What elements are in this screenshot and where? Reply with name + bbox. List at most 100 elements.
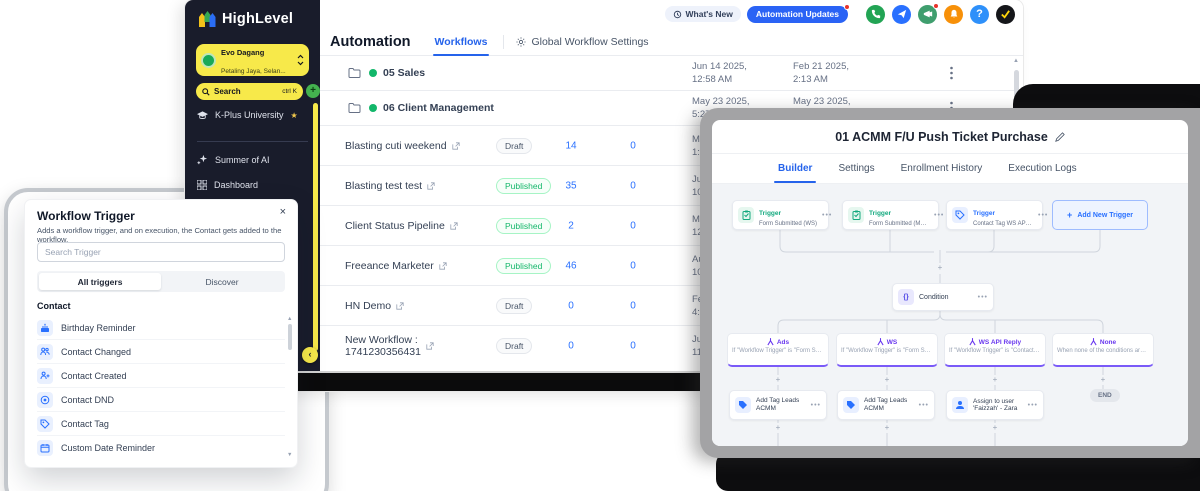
external-link-icon[interactable] xyxy=(396,301,404,310)
list-item-custom-date-reminder[interactable]: Custom Date Reminder xyxy=(37,436,285,460)
external-link-icon[interactable] xyxy=(450,221,458,230)
table-row-folder[interactable]: 05 Sales Jun 14 2025, 12:58 AM Feb 21 202… xyxy=(320,56,1023,91)
list-item-contact-dnd[interactable]: Contact DND xyxy=(37,388,285,412)
insert-step-button[interactable]: + xyxy=(990,375,1000,385)
branch-node[interactable]: None When none of the conditions are met xyxy=(1052,333,1154,367)
list-item-contact-created[interactable]: Contact Created xyxy=(37,364,285,388)
folder-name[interactable]: 06 Client Management xyxy=(383,102,494,114)
folder-name[interactable]: 05 Sales xyxy=(383,67,426,79)
workflow-name[interactable]: Blasting test test xyxy=(345,180,435,192)
phone-icon[interactable] xyxy=(866,4,885,24)
sidebar-item-kplus-university[interactable]: K-Plus University ★ xyxy=(197,110,298,120)
insert-step-button[interactable]: + xyxy=(935,263,945,273)
insert-step-button[interactable]: + xyxy=(773,423,783,433)
node-menu-icon[interactable]: ••• xyxy=(977,293,988,301)
workflow-name[interactable]: New Workflow :1741230356431 xyxy=(345,334,434,358)
list-item-contact-tag[interactable]: Contact Tag xyxy=(37,412,285,436)
tab-enrollment-history[interactable]: Enrollment History xyxy=(900,163,983,174)
insert-step-button[interactable]: + xyxy=(882,375,892,385)
condition-node[interactable]: {} Condition ••• xyxy=(892,283,994,311)
enrolled-count[interactable]: 14 xyxy=(565,140,577,151)
workflow-name[interactable]: HN Demo xyxy=(345,300,404,312)
branch-node[interactable]: WS If "Workflow Trigger" is "Form Submit… xyxy=(836,333,938,367)
action-node[interactable]: Add Tag Leads ACMM ••• xyxy=(729,390,827,420)
workflow-name[interactable]: Client Status Pipeline xyxy=(345,220,458,232)
enrolled-count[interactable]: 35 xyxy=(565,180,577,191)
node-menu-icon[interactable]: ••• xyxy=(918,401,929,409)
external-link-icon[interactable] xyxy=(426,342,434,350)
enrolled-count[interactable]: 0 xyxy=(568,340,574,352)
active-count[interactable]: 0 xyxy=(630,140,636,151)
external-link-icon[interactable] xyxy=(427,181,435,190)
table-row-workflow[interactable]: New Workflow :1741230356431 Draft 0 0 Ju… xyxy=(320,326,1023,366)
table-row-workflow[interactable]: Blasting cuti weekend Draft 14 0 Ma 1:0 xyxy=(320,126,1023,166)
workflow-name[interactable]: Freeance Marketer xyxy=(345,260,447,272)
node-menu-icon[interactable]: ••• xyxy=(822,211,833,219)
scrollbar-thumb[interactable] xyxy=(288,324,292,350)
node-menu-icon[interactable]: ••• xyxy=(1038,211,1049,219)
sidebar-search[interactable]: Search ctrl K xyxy=(196,83,303,100)
sidebar-scrollbar[interactable] xyxy=(313,103,318,351)
row-menu-icon[interactable] xyxy=(950,66,953,80)
edit-pencil-icon[interactable] xyxy=(1054,131,1065,142)
bell-icon[interactable] xyxy=(944,4,963,24)
node-menu-icon[interactable]: ••• xyxy=(810,401,821,409)
list-item-contact-changed[interactable]: Contact Changed xyxy=(37,340,285,364)
sidebar-collapse-button[interactable]: ‹ xyxy=(302,347,318,363)
active-count[interactable]: 0 xyxy=(630,220,636,231)
account-switcher[interactable]: Evo Dagang Petaling Jaya, Selan... xyxy=(196,44,309,76)
tab-execution-logs[interactable]: Execution Logs xyxy=(1008,163,1077,174)
connector-lines xyxy=(777,230,1104,446)
announcements-icon[interactable] xyxy=(918,2,939,24)
table-row-workflow[interactable]: HN Demo Draft 0 0 Feb4:2 xyxy=(320,286,1023,326)
enrolled-count[interactable]: 2 xyxy=(568,220,574,231)
sidebar-item-dashboard[interactable]: Dashboard xyxy=(197,180,258,190)
action-node[interactable]: Assign to user 'Faizzah' - Zara ••• xyxy=(946,390,1044,420)
table-row-workflow[interactable]: Client Status Pipeline Published 2 0 Ma 1… xyxy=(320,206,1023,246)
sidebar-item-summer-of-ai[interactable]: Summer of AI xyxy=(197,154,270,165)
enrolled-count[interactable]: 46 xyxy=(565,260,577,271)
branch-node[interactable]: Ads If "Workflow Trigger" is "Form Submi… xyxy=(727,333,829,367)
list-item-birthday-reminder[interactable]: Birthday Reminder xyxy=(37,316,285,340)
tab-all-triggers[interactable]: All triggers xyxy=(39,273,161,290)
scroll-up-arrow[interactable]: ▲ xyxy=(287,316,293,322)
insert-step-button[interactable]: + xyxy=(882,423,892,433)
active-count[interactable]: 0 xyxy=(630,260,636,271)
branch-node[interactable]: WS API Reply If "Workflow Trigger" is "C… xyxy=(944,333,1046,367)
scroll-up-arrow[interactable]: ▲ xyxy=(1013,58,1019,64)
scroll-down-arrow[interactable]: ▼ xyxy=(287,452,293,458)
academy-check-icon[interactable] xyxy=(996,4,1015,24)
tab-discover[interactable]: Discover xyxy=(205,276,239,287)
add-new-trigger-button[interactable]: + Add New Trigger xyxy=(1052,200,1148,230)
active-count[interactable]: 0 xyxy=(630,340,636,352)
tab-settings[interactable]: Settings xyxy=(838,163,875,174)
tab-builder[interactable]: Builder xyxy=(773,163,817,183)
active-count[interactable]: 0 xyxy=(630,180,636,191)
trigger-search-input[interactable] xyxy=(37,242,285,262)
builder-canvas[interactable]: Trigger Form Submitted (WS) ••• Trigger Fo… xyxy=(712,184,1188,446)
workflow-name[interactable]: Blasting cuti weekend xyxy=(345,140,460,152)
tab-workflows[interactable]: Workflows xyxy=(432,28,490,56)
external-link-icon[interactable] xyxy=(451,141,460,150)
enrolled-count[interactable]: 0 xyxy=(568,300,574,311)
tab-global-workflow-settings[interactable]: Global Workflow Settings xyxy=(516,36,649,48)
help-icon[interactable]: ? xyxy=(970,4,989,24)
insert-step-button[interactable]: + xyxy=(773,375,783,385)
trigger-node[interactable]: Trigger Form Submitted (WS) ••• xyxy=(732,200,833,230)
close-icon[interactable]: × xyxy=(279,206,286,218)
launchpad-icon[interactable] xyxy=(892,4,911,24)
node-menu-icon[interactable]: ••• xyxy=(1027,401,1038,409)
action-node[interactable]: Add Tag Leads ACMM ••• xyxy=(837,390,935,420)
insert-step-button[interactable]: + xyxy=(990,423,1000,433)
active-count[interactable]: 0 xyxy=(630,300,636,311)
external-link-icon[interactable] xyxy=(439,261,447,270)
modal-scrollbar[interactable]: ▲ ▼ xyxy=(287,316,293,458)
node-menu-icon[interactable]: ••• xyxy=(934,211,945,219)
whats-new-button[interactable]: What's New xyxy=(664,6,741,22)
table-row-workflow[interactable]: Blasting test test Published 35 0 Jun10: xyxy=(320,166,1023,206)
insert-step-button[interactable]: + xyxy=(1098,375,1108,385)
automation-updates-button[interactable]: Automation Updates xyxy=(746,3,850,23)
quick-add-button[interactable]: + xyxy=(306,84,320,98)
